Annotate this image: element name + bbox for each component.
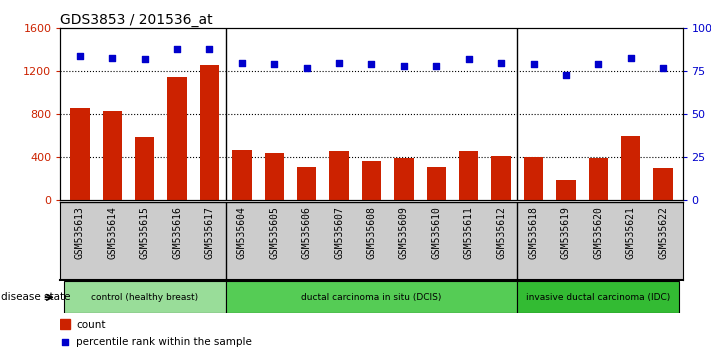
Point — [60, 339, 71, 344]
Bar — [167, 76, 187, 200]
Text: count: count — [76, 320, 105, 330]
Bar — [556, 179, 576, 200]
Text: GSM535620: GSM535620 — [593, 206, 604, 258]
Text: GSM535606: GSM535606 — [301, 206, 311, 258]
Bar — [232, 150, 252, 200]
Point — [560, 72, 572, 78]
Point — [269, 62, 280, 67]
Point — [333, 60, 345, 65]
Text: disease state: disease state — [1, 292, 70, 302]
Bar — [362, 161, 381, 200]
Text: GSM535608: GSM535608 — [366, 206, 377, 258]
Bar — [264, 153, 284, 200]
Point — [365, 62, 377, 67]
Bar — [653, 168, 673, 200]
Bar — [297, 167, 316, 200]
Bar — [70, 108, 90, 200]
Text: GSM535614: GSM535614 — [107, 206, 117, 258]
Point — [658, 65, 669, 71]
Text: GSM535619: GSM535619 — [561, 206, 571, 258]
Text: GSM535605: GSM535605 — [269, 206, 279, 258]
Text: GSM535618: GSM535618 — [528, 206, 538, 258]
Point — [625, 55, 636, 60]
Bar — [200, 65, 219, 200]
Text: GSM535610: GSM535610 — [432, 206, 442, 258]
Text: GSM535621: GSM535621 — [626, 206, 636, 258]
Bar — [427, 167, 446, 200]
Text: invasive ductal carcinoma (IDC): invasive ductal carcinoma (IDC) — [526, 293, 670, 302]
Text: GSM535613: GSM535613 — [75, 206, 85, 258]
Point — [236, 60, 247, 65]
Text: GSM535612: GSM535612 — [496, 206, 506, 258]
Text: GSM535615: GSM535615 — [139, 206, 150, 258]
Text: GSM535622: GSM535622 — [658, 206, 668, 258]
Text: GSM535604: GSM535604 — [237, 206, 247, 258]
Bar — [394, 158, 414, 200]
Point — [528, 62, 539, 67]
Text: percentile rank within the sample: percentile rank within the sample — [76, 337, 252, 347]
Bar — [621, 136, 641, 200]
Bar — [329, 151, 349, 200]
Text: ductal carcinoma in situ (DCIS): ductal carcinoma in situ (DCIS) — [301, 293, 442, 302]
Point — [171, 46, 183, 52]
Point — [496, 60, 507, 65]
Point — [593, 62, 604, 67]
Point — [139, 56, 150, 62]
Point — [463, 56, 474, 62]
Point — [431, 63, 442, 69]
Bar — [60, 319, 70, 329]
Text: GSM535616: GSM535616 — [172, 206, 182, 258]
Bar — [225, 281, 518, 313]
Point — [204, 46, 215, 52]
Point — [301, 65, 312, 71]
Text: GSM535607: GSM535607 — [334, 206, 344, 258]
Bar — [459, 151, 479, 200]
Bar — [524, 157, 543, 200]
Point — [74, 53, 85, 59]
Text: GDS3853 / 201536_at: GDS3853 / 201536_at — [60, 13, 213, 27]
Point — [107, 55, 118, 60]
Bar — [589, 158, 608, 200]
Point — [398, 63, 410, 69]
Text: GSM535611: GSM535611 — [464, 206, 474, 258]
Text: GSM535617: GSM535617 — [205, 206, 215, 258]
Bar — [491, 156, 510, 200]
Bar — [135, 137, 154, 200]
Bar — [64, 281, 225, 313]
Bar — [518, 281, 679, 313]
Text: control (healthy breast): control (healthy breast) — [91, 293, 198, 302]
Bar — [102, 111, 122, 200]
Text: GSM535609: GSM535609 — [399, 206, 409, 258]
